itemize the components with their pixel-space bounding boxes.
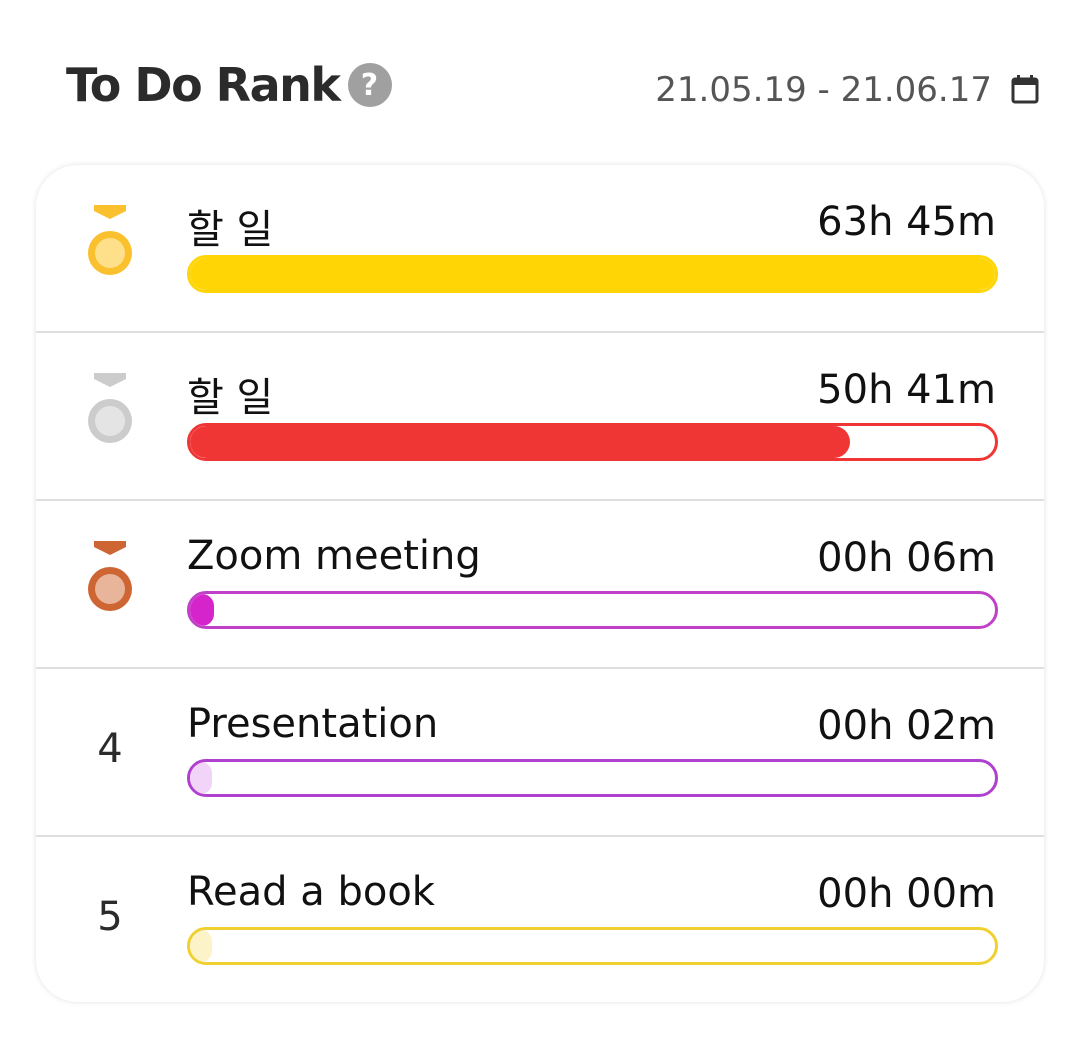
silver-medal-icon — [88, 373, 132, 443]
page-title: To Do Rank ? — [66, 58, 392, 112]
rank-item[interactable]: 5 Read a book 00h 00m — [36, 837, 1044, 1002]
rank-list: 할 일 63h 45m 할 일 50h 41m Zoom meeting 00h… — [36, 165, 1044, 1002]
gold-medal-icon — [88, 205, 132, 275]
calendar-icon[interactable] — [1010, 74, 1040, 104]
progress-fill — [190, 426, 851, 458]
item-name: 할 일 — [187, 375, 274, 421]
item-time: 63h 45m — [817, 199, 996, 245]
item-name: Zoom meeting — [187, 533, 481, 579]
rank-badge: 4 — [80, 709, 140, 789]
rank-badge: 5 — [80, 877, 140, 957]
item-name: Read a book — [187, 869, 435, 915]
item-time: 00h 00m — [817, 871, 996, 917]
item-time: 50h 41m — [817, 367, 996, 413]
progress-bar — [187, 591, 998, 629]
title-text: To Do Rank — [66, 58, 341, 112]
progress-fill — [190, 762, 212, 794]
rank-item[interactable]: Zoom meeting 00h 06m — [36, 501, 1044, 669]
question-circle-icon[interactable]: ? — [347, 63, 392, 107]
progress-fill — [190, 930, 212, 962]
rank-badge — [80, 373, 140, 453]
progress-fill — [190, 594, 215, 626]
progress-bar — [187, 759, 998, 797]
rank-item[interactable]: 할 일 63h 45m — [36, 165, 1044, 333]
date-range[interactable]: 21.05.19 - 21.06.17 — [655, 70, 992, 110]
progress-bar — [187, 255, 998, 293]
progress-fill — [190, 258, 995, 290]
item-name: Presentation — [187, 701, 439, 747]
progress-bar — [187, 927, 998, 965]
item-name: 할 일 — [187, 207, 274, 253]
rank-number: 4 — [97, 726, 123, 772]
rank-item[interactable]: 할 일 50h 41m — [36, 333, 1044, 501]
rank-item[interactable]: 4 Presentation 00h 02m — [36, 669, 1044, 837]
bronze-medal-icon — [88, 541, 132, 611]
rank-number: 5 — [97, 894, 123, 940]
rank-badge — [80, 541, 140, 621]
item-time: 00h 02m — [817, 703, 996, 749]
progress-bar — [187, 423, 998, 461]
rank-badge — [80, 205, 140, 285]
item-time: 00h 06m — [817, 535, 996, 581]
